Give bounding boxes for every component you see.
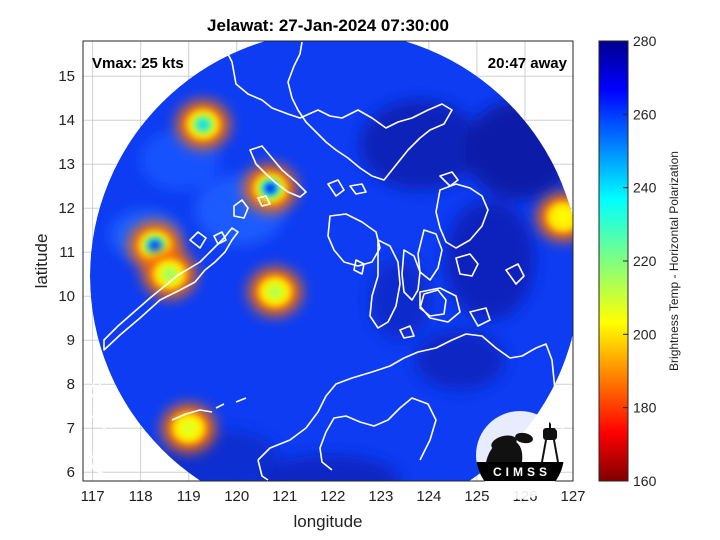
y-tick-label: 10 [58,288,75,305]
negros-coast [369,239,401,329]
y-tick-label: 9 [67,332,75,349]
mindoro-coast [249,145,307,198]
time-away-label: 20:47 away [488,55,568,72]
y-tick-label: 6 [67,464,75,481]
colorbar-tick-label: 260 [633,106,657,122]
misc-islands [189,171,525,339]
x-tick-label: 122 [320,488,345,505]
colorbar-tick-label: 180 [633,400,657,416]
panay-coast [327,213,381,267]
plot-title: Jelawat: 27-Jan-2024 07:30:00 [207,16,449,35]
x-tick-labels: 117118119120121122123124125126127 [81,488,586,505]
x-axis-label: longitude [293,512,362,531]
bohol-coast [419,287,461,323]
colorbar-tick-label: 160 [633,473,657,489]
sulu-islands [89,379,247,421]
x-tick-label: 123 [368,488,393,505]
y-tick-label: 7 [67,420,75,437]
x-tick-label: 117 [81,488,105,505]
y-tick-label: 12 [58,200,75,217]
x-tick-label: 118 [129,488,153,505]
logo-text: CIMSS [493,465,551,479]
cebu-coast [401,249,421,301]
microwave-image [90,41,573,481]
colorbar-tick-label: 240 [633,180,657,196]
colorbar-label: Brightness Temp - Horizontal Polarizatio… [667,151,681,371]
cold-spot [243,164,297,213]
samar-coast [435,183,489,249]
palawan-coast [103,227,239,351]
cold-spot [248,267,302,316]
cold-spot [162,404,216,453]
colorbar: 160 180 200 220 240 260 280 Brightness Temp - … [598,33,681,489]
coastlines [83,41,573,481]
mindanao-coast [257,333,573,481]
y-tick-label: 11 [59,244,75,261]
y-tick-labels: 6 7 8 9 10 11 12 13 14 15 [58,68,75,481]
y-tick-label: 15 [58,68,75,85]
luzon-coast [221,41,453,181]
cimss-logo: CIMSS [476,411,564,499]
warm-land-areas [110,100,573,481]
colorbar-ticks: 160 180 200 220 240 260 280 [623,33,657,489]
colorbar-tick-label: 200 [633,326,657,342]
cold-spot [536,193,573,241]
x-tick-label: 119 [177,488,201,505]
leyte-coast [417,229,443,281]
water-tower-icon [543,428,557,440]
cold-spot [176,100,230,149]
x-tick-label: 121 [272,488,297,505]
colorbar-tick-label: 220 [633,253,657,269]
y-axis-label: latitude [32,234,51,289]
x-tick-label: 124 [416,488,441,505]
axes-box [82,40,574,482]
colorbar-tick-label: 280 [633,33,657,49]
y-tick-label: 13 [58,156,75,173]
x-tick-label: 120 [224,488,249,505]
cold-spot [143,250,196,299]
vmax-label: Vmax: 25 kts [92,55,184,72]
satellite-dish-icon [491,435,517,451]
x-tick-label: 125 [464,488,489,505]
x-tick-label: 127 [560,488,585,505]
y-tick-label: 14 [58,112,75,129]
sabah-coast [83,415,125,481]
y-tick-label: 8 [67,376,75,393]
